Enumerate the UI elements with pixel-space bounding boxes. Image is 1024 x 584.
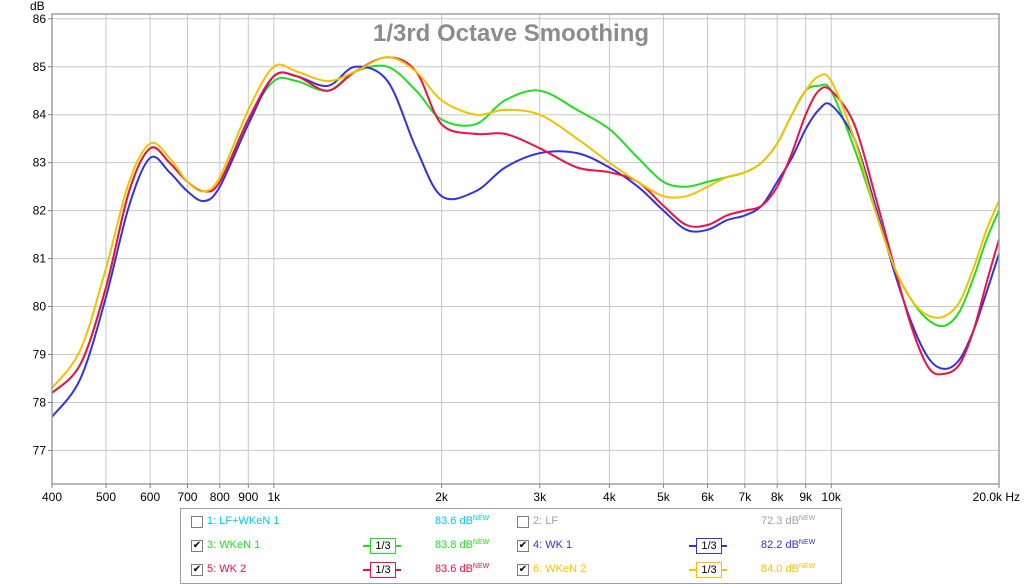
x-tick-label: 400 [42, 490, 62, 504]
y-tick-label: 78 [33, 395, 47, 409]
legend-value-text: 83.6 dB [435, 563, 473, 575]
smoothing-indicator[interactable]: 1/3 [689, 538, 727, 554]
new-badge: NEW [472, 563, 490, 570]
legend-item[interactable]: 1: LF+WKeN 1 [191, 514, 331, 530]
chart-title: 1/3rd Octave Smoothing [373, 20, 649, 47]
smoothing-indicator[interactable]: 1/3 [363, 562, 401, 578]
legend-checkbox[interactable]: ✔ [191, 564, 203, 576]
y-tick-label: 81 [33, 252, 47, 266]
frequency-response-chart: 77 78 79 80 81 82 83 84 85 86 400 500 600 700 800 900 1… [30, 0, 1020, 504]
x-tick-label: 8k [771, 490, 785, 504]
x-axis-ticks: 400 500 600 700 800 900 1k 2k 3k 4k 5k 6k 7k 8k 9k 10k 2… [42, 484, 1020, 504]
x-tick-label: 600 [140, 490, 160, 504]
y-tick-label: 83 [33, 156, 47, 170]
legend-label: 1: LF+WKeN 1 [207, 515, 280, 527]
x-tick-label: 5k [657, 490, 671, 504]
y-tick-label: 84 [33, 108, 47, 122]
grid [51, 14, 1000, 484]
legend-value-text: 72.3 dB [761, 515, 799, 527]
y-tick-label: 79 [33, 348, 47, 362]
smoothing-indicator[interactable]: 1/3 [689, 562, 727, 578]
y-axis-ticks: 77 78 79 80 81 82 83 84 85 86 [33, 12, 52, 457]
legend-label: 5: WK 2 [207, 563, 247, 575]
plot-frame [51, 13, 1000, 485]
legend-item[interactable]: 2: LF [517, 514, 657, 530]
legend-value: 83.6 dBNEW [435, 515, 489, 527]
legend-value-text: 82.2 dB [761, 539, 799, 551]
x-tick-label: 20.0k Hz [973, 490, 1020, 504]
new-badge: NEW [798, 539, 816, 546]
new-badge: NEW [798, 515, 816, 522]
new-badge: NEW [798, 563, 816, 570]
x-tick-label: 6k [701, 490, 715, 504]
legend-checkbox[interactable]: ✔ [191, 540, 203, 552]
legend-row: ✔ 3: WKeN 1 1/3 83.8 dBNEW ✔ 4: WK 1 1/3 82.2 d… [181, 535, 841, 557]
legend-label: 4: WK 1 [533, 539, 573, 551]
smoothing-indicator[interactable]: 1/3 [363, 538, 401, 554]
x-tick-label: 3k [533, 490, 547, 504]
x-tick-label: 7k [739, 490, 753, 504]
y-tick-label: 85 [33, 60, 47, 74]
new-badge: NEW [472, 515, 490, 522]
smoothing-label: 1/3 [370, 562, 396, 578]
legend: 1: LF+WKeN 1 83.6 dBNEW 2: LF 72.3 dBNEW ✔ 3:… [180, 508, 842, 584]
legend-item[interactable]: ✔ 5: WK 2 [191, 562, 331, 578]
legend-value-text: 84.0 dB [761, 563, 799, 575]
legend-value: 82.2 dBNEW [761, 539, 815, 551]
legend-value: 72.3 dBNEW [761, 515, 815, 527]
legend-value: 83.8 dBNEW [435, 539, 489, 551]
legend-checkbox[interactable] [191, 516, 203, 528]
x-tick-label: 2k [435, 490, 449, 504]
legend-item[interactable]: ✔ 6: WKeN 2 [517, 562, 657, 578]
x-tick-label: 800 [210, 490, 230, 504]
legend-value-text: 83.8 dB [435, 539, 473, 551]
smoothing-label: 1/3 [696, 562, 722, 578]
x-tick-label: 700 [177, 490, 197, 504]
smoothing-label: 1/3 [696, 538, 722, 554]
x-tick-label: 9k [799, 490, 813, 504]
legend-checkbox[interactable]: ✔ [517, 564, 529, 576]
legend-label: 3: WKeN 1 [207, 539, 261, 551]
series-group [51, 56, 1000, 418]
x-tick-label: 10k [822, 490, 842, 504]
y-tick-label: 86 [33, 12, 47, 26]
legend-row: 1: LF+WKeN 1 83.6 dBNEW 2: LF 72.3 dBNEW [181, 511, 841, 533]
legend-value: 83.6 dBNEW [435, 563, 489, 575]
legend-label: 6: WKeN 2 [533, 563, 587, 575]
legend-checkbox[interactable]: ✔ [517, 540, 529, 552]
plot-background [52, 14, 999, 484]
legend-item[interactable]: ✔ 4: WK 1 [517, 538, 657, 554]
y-tick-label: 77 [33, 443, 47, 457]
y-tick-label: 82 [33, 204, 47, 218]
series-line-4 [51, 56, 1000, 389]
smoothing-label: 1/3 [370, 538, 396, 554]
legend-item[interactable]: ✔ 3: WKeN 1 [191, 538, 331, 554]
x-tick-label: 4k [603, 490, 617, 504]
x-tick-label: 1k [267, 490, 281, 504]
x-tick-label: 900 [238, 490, 258, 504]
y-axis-label: dB [30, 0, 45, 13]
legend-row: ✔ 5: WK 2 1/3 83.6 dBNEW ✔ 6: WKeN 2 1/3 84.0 d… [181, 559, 841, 581]
new-badge: NEW [472, 539, 490, 546]
y-tick-label: 80 [33, 300, 47, 314]
legend-checkbox[interactable] [517, 516, 529, 528]
x-tick-label: 500 [96, 490, 116, 504]
legend-label: 2: LF [533, 515, 559, 527]
legend-value-text: 83.6 dB [435, 515, 473, 527]
legend-value: 84.0 dBNEW [761, 563, 815, 575]
